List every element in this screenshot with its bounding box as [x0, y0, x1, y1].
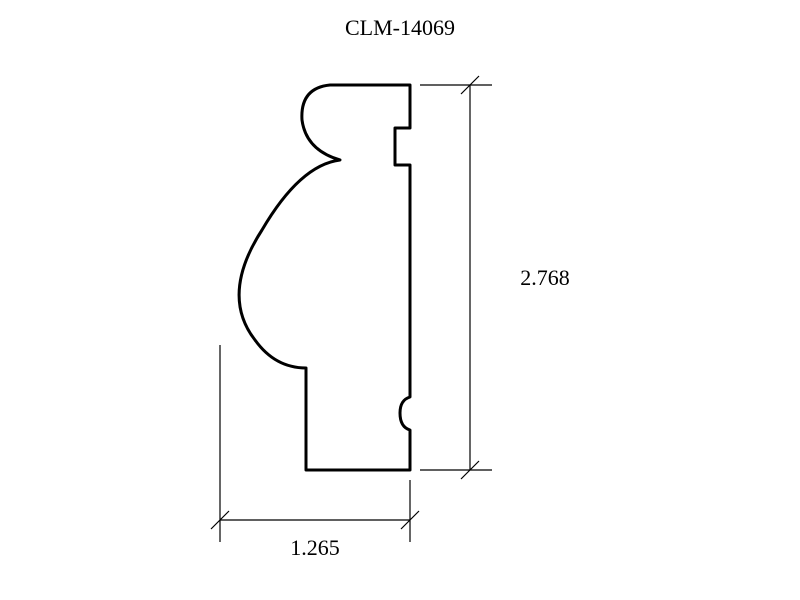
- canvas-background: [0, 0, 800, 600]
- dim-value-width: 1.265: [290, 535, 340, 560]
- dim-value-height: 2.768: [520, 265, 570, 290]
- drawing-title: CLM-14069: [345, 15, 455, 40]
